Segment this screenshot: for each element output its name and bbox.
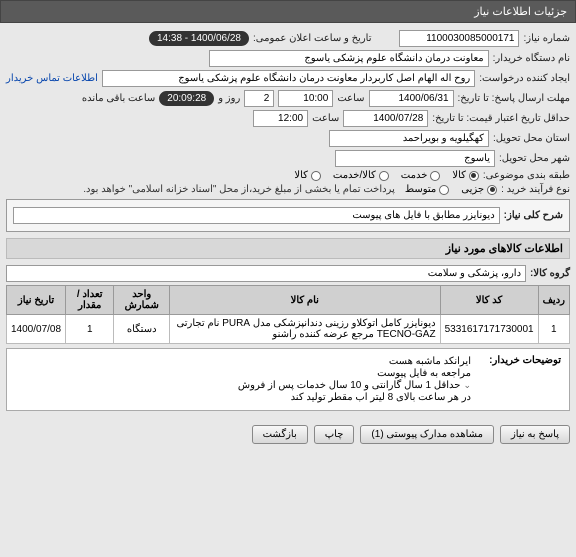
radio-dot-icon: [487, 185, 497, 195]
radio-dot-icon: [439, 185, 449, 195]
price-validity-label: حداقل تاریخ اعتبار قیمت: تا تاریخ:: [432, 113, 570, 124]
remaining-label: ساعت باقی مانده: [82, 93, 155, 104]
list-item: در هر ساعت بالای 8 لیتر اب مقطر تولید کن…: [238, 392, 471, 403]
page-header: جزئیات اطلاعات نیاز: [0, 0, 576, 23]
radio-jozi[interactable]: جزیی: [461, 184, 497, 195]
requester-field: روح اله الهام اصل کاربردار معاونت درمان …: [102, 70, 475, 87]
th-row: ردیف: [538, 286, 569, 315]
group-label: گروه کالا:: [530, 268, 570, 279]
general-desc-field: دیونایزر مطابق با فایل های پیوست: [13, 207, 500, 224]
reply-deadline-label: مهلت ارسال پاسخ: تا تاریخ:: [458, 93, 570, 104]
ann-datetime-label: تاریخ و ساعت اعلان عمومی:: [253, 33, 372, 44]
remaining-time-badge: 20:09:28: [159, 91, 214, 106]
saat-label-1: ساعت: [337, 93, 364, 104]
radio-dot-icon: [311, 171, 321, 181]
cell-unit: دستگاه: [114, 315, 170, 344]
cell-date: 1400/07/08: [7, 315, 66, 344]
category-radio-group: کالا خدمت کالا/خدمت کالا: [294, 170, 479, 181]
group-field: دارو، پزشکی و سلامت: [6, 265, 526, 282]
price-time-field: 12:00: [253, 110, 308, 127]
th-name: نام کالا: [170, 286, 441, 315]
cell-code: 5331617171730001: [440, 315, 538, 344]
category-label: طبقه بندی موضوعی:: [483, 170, 570, 181]
province-field: کهگیلویه و بویراحمد: [329, 130, 489, 147]
requester-label: ایجاد کننده درخواست:: [479, 73, 570, 84]
note-text-2: حداقل 1 سال گارانتی و 10 سال خدمات پس از…: [238, 380, 461, 391]
radio-jozi-label: جزیی: [461, 184, 484, 195]
note-text-0: ایرانکد ماشبه هست: [389, 356, 471, 367]
process-radio-group: جزیی متوسط: [405, 184, 497, 195]
need-no-field: 1100030085000171: [399, 30, 519, 47]
reply-button[interactable]: پاسخ به نیاز: [500, 425, 570, 444]
need-no-label: شماره نیاز:: [523, 33, 570, 44]
radio-dot-icon: [430, 171, 440, 181]
radio-kala[interactable]: کالا: [452, 170, 479, 181]
cell-name: دیونایزر کامل اتوکلاو رزینی دندانپزشکی م…: [170, 315, 441, 344]
price-date-field: 1400/07/28: [343, 110, 428, 127]
radio-khadamat-label: خدمت: [401, 170, 428, 181]
cell-row: 1: [538, 315, 569, 344]
list-item: مراجعه به فایل پیوست: [238, 368, 471, 379]
province-label: استان محل تحویل:: [493, 133, 570, 144]
radio-kala-dark-label: کالا: [294, 170, 308, 181]
radio-khadamat[interactable]: خدمت: [401, 170, 441, 181]
th-qty: تعداد / مقدار: [66, 286, 114, 315]
buyer-notes-label: توضیحات خریدار:: [471, 355, 561, 404]
general-desc-label: شرح کلی نیاز:: [504, 210, 563, 221]
list-item: ⌄حداقل 1 سال گارانتی و 10 سال خدمات پس ا…: [238, 380, 471, 391]
reply-date-field: 1400/06/31: [369, 90, 454, 107]
process-label: نوع فرآیند خرید :: [501, 184, 570, 195]
th-unit: واحد شمارش: [114, 286, 170, 315]
contact-link[interactable]: اطلاعات تماس خریدار: [6, 73, 98, 84]
th-code: کد کالا: [440, 286, 538, 315]
city-field: یاسوج: [335, 150, 495, 167]
table-row: 1 5331617171730001 دیونایزر کامل اتوکلاو…: [7, 315, 570, 344]
buyer-notes-list: ایرانکد ماشبه هست مراجعه به فایل پیوست ⌄…: [238, 355, 471, 404]
buyer-org-label: نام دستگاه خریدار:: [493, 53, 570, 64]
radio-both-label: کالا/خدمت: [333, 170, 376, 181]
note-text-1: مراجعه به فایل پیوست: [377, 368, 471, 379]
radio-dot-icon: [469, 171, 479, 181]
radio-kala-label: کالا: [452, 170, 466, 181]
items-table: ردیف کد کالا نام کالا واحد شمارش تعداد /…: [6, 285, 570, 344]
th-date: تاریخ نیاز: [7, 286, 66, 315]
process-note: پرداخت تمام یا بخشی از مبلغ خرید،از محل …: [83, 184, 395, 195]
radio-motevaset[interactable]: متوسط: [405, 184, 449, 195]
footer-buttons: پاسخ به نیاز مشاهده مدارک پیوستی (1) چاپ…: [0, 419, 576, 450]
print-button[interactable]: چاپ: [314, 425, 355, 444]
items-section-title: اطلاعات کالاهای مورد نیاز: [6, 238, 570, 259]
rooz-va-label: روز و: [218, 93, 240, 104]
radio-motevaset-label: متوسط: [405, 184, 436, 195]
radio-dot-icon: [379, 171, 389, 181]
page-title: جزئیات اطلاعات نیاز: [474, 6, 567, 18]
return-button[interactable]: بازگشت: [252, 425, 308, 444]
radio-kala-dark[interactable]: کالا: [294, 170, 321, 181]
reply-time-field: 10:00: [278, 90, 333, 107]
chevron-down-icon: ⌄: [463, 380, 471, 390]
days-num-field: 2: [244, 90, 274, 107]
buyer-notes-box: توضیحات خریدار: ایرانکد ماشبه هست مراجعه…: [6, 348, 570, 411]
list-item: ایرانکد ماشبه هست: [238, 356, 471, 367]
saat-label-2: ساعت: [312, 113, 339, 124]
radio-both[interactable]: کالا/خدمت: [333, 170, 389, 181]
city-label: شهر محل تحویل:: [499, 153, 570, 164]
ann-datetime-badge: 1400/06/28 - 14:38: [149, 31, 249, 46]
buyer-org-field: معاونت درمان دانشگاه علوم پزشکی یاسوج: [209, 50, 489, 67]
note-text-3: در هر ساعت بالای 8 لیتر اب مقطر تولید کن…: [291, 392, 471, 403]
cell-qty: 1: [66, 315, 114, 344]
attachments-button[interactable]: مشاهده مدارک پیوستی (1): [360, 425, 494, 444]
